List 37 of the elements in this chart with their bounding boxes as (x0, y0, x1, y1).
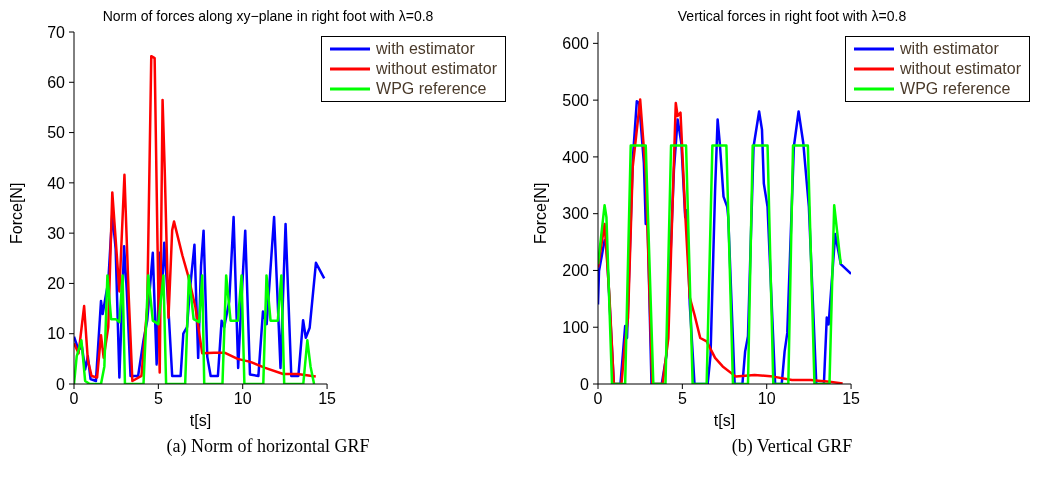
legend-label: without estimator (376, 59, 497, 79)
legend-label: WPG reference (900, 79, 1011, 99)
text: (a) Norm of horizontal GRF (165, 436, 371, 457)
x-tick-label: 0 (593, 390, 603, 408)
legend-label: without estimator (900, 59, 1021, 79)
y-tick-label: 20 (47, 275, 66, 293)
y-tick-label: 200 (562, 262, 590, 280)
x-tick-label: 0 (69, 390, 79, 408)
y-tick-label: 60 (47, 73, 66, 91)
y-tick-label: 600 (562, 35, 590, 53)
y-tick-label: 0 (580, 375, 590, 393)
x-tick-label: 10 (233, 390, 252, 408)
y-tick-label: 400 (562, 148, 590, 166)
y-axis-title: Force[N] (531, 182, 549, 244)
y-tick-label: 0 (56, 375, 66, 393)
legend-label: WPG reference (376, 79, 487, 99)
x-axis-title: t[s] (189, 412, 212, 429)
y-tick-label: 30 (47, 224, 66, 242)
x-tick-label: 10 (757, 390, 776, 408)
x-axis-title: t[s] (713, 412, 736, 429)
x-tick-label: 15 (318, 390, 337, 408)
y-tick-label: 300 (562, 205, 590, 223)
y-tick-label: 40 (47, 174, 66, 192)
y-axis-title: Force[N] (7, 182, 25, 244)
x-tick-label: 15 (842, 390, 861, 408)
legend-label: with estimator (376, 39, 475, 59)
y-tick-label: 10 (47, 325, 66, 343)
x-tick-label: 5 (677, 390, 687, 408)
legend-label: with estimator (900, 39, 999, 59)
y-tick-label: 50 (47, 124, 66, 142)
y-tick-label: 100 (562, 318, 590, 336)
chart-title: Vertical forces in right foot with λ=0.8 (676, 8, 908, 26)
x-tick-label: 5 (153, 390, 163, 408)
y-tick-label: 70 (47, 23, 66, 41)
chart-title: Norm of forces along xy−plane in right foot with λ=0.8 (102, 8, 434, 24)
text: (b) Vertical GRF (730, 436, 854, 457)
y-tick-label: 500 (562, 91, 590, 109)
